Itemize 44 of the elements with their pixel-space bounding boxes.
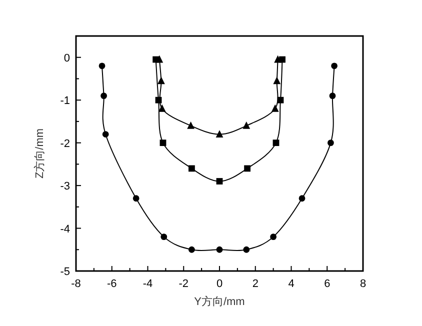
point <box>100 92 108 100</box>
y-tick-label: 0 <box>64 52 70 64</box>
point <box>243 246 250 253</box>
point <box>156 55 164 63</box>
y-tick-label: -5 <box>60 266 70 278</box>
point <box>271 104 279 112</box>
point <box>244 165 251 172</box>
point <box>298 195 306 202</box>
point <box>329 92 336 100</box>
point <box>242 122 250 129</box>
point <box>274 55 282 63</box>
point <box>102 131 109 138</box>
x-tick-label: 6 <box>324 278 330 290</box>
point <box>216 178 223 184</box>
y-tick-label: -2 <box>60 138 70 150</box>
y-axis-title: Z方向/mm <box>33 128 46 179</box>
x-tick-label: -6 <box>106 278 117 290</box>
point <box>216 246 223 253</box>
point <box>328 140 334 146</box>
x-tick-label: 8 <box>360 278 366 290</box>
point <box>187 122 194 129</box>
point <box>272 140 280 146</box>
x-tick-label: 4 <box>288 278 294 290</box>
point <box>270 234 277 240</box>
point <box>331 62 338 70</box>
x-tick-label: 2 <box>252 278 258 290</box>
x-axis-title: Y方向/mm <box>194 295 245 308</box>
y-tick-label: -4 <box>60 223 70 236</box>
point <box>98 62 106 70</box>
point <box>160 234 168 240</box>
point <box>158 104 166 112</box>
point <box>188 246 195 253</box>
x-tick-label: -4 <box>142 278 153 290</box>
point <box>132 195 140 202</box>
point <box>160 140 166 146</box>
x-tick-label: -2 <box>178 278 189 290</box>
point <box>216 130 224 138</box>
x-tick-label: -8 <box>71 278 81 290</box>
point <box>158 76 165 84</box>
point <box>273 76 281 84</box>
point <box>188 165 195 172</box>
x-tick-label: 0 <box>216 278 223 290</box>
y-tick-label: -1 <box>60 95 70 108</box>
y-tick-label: -3 <box>60 180 70 193</box>
